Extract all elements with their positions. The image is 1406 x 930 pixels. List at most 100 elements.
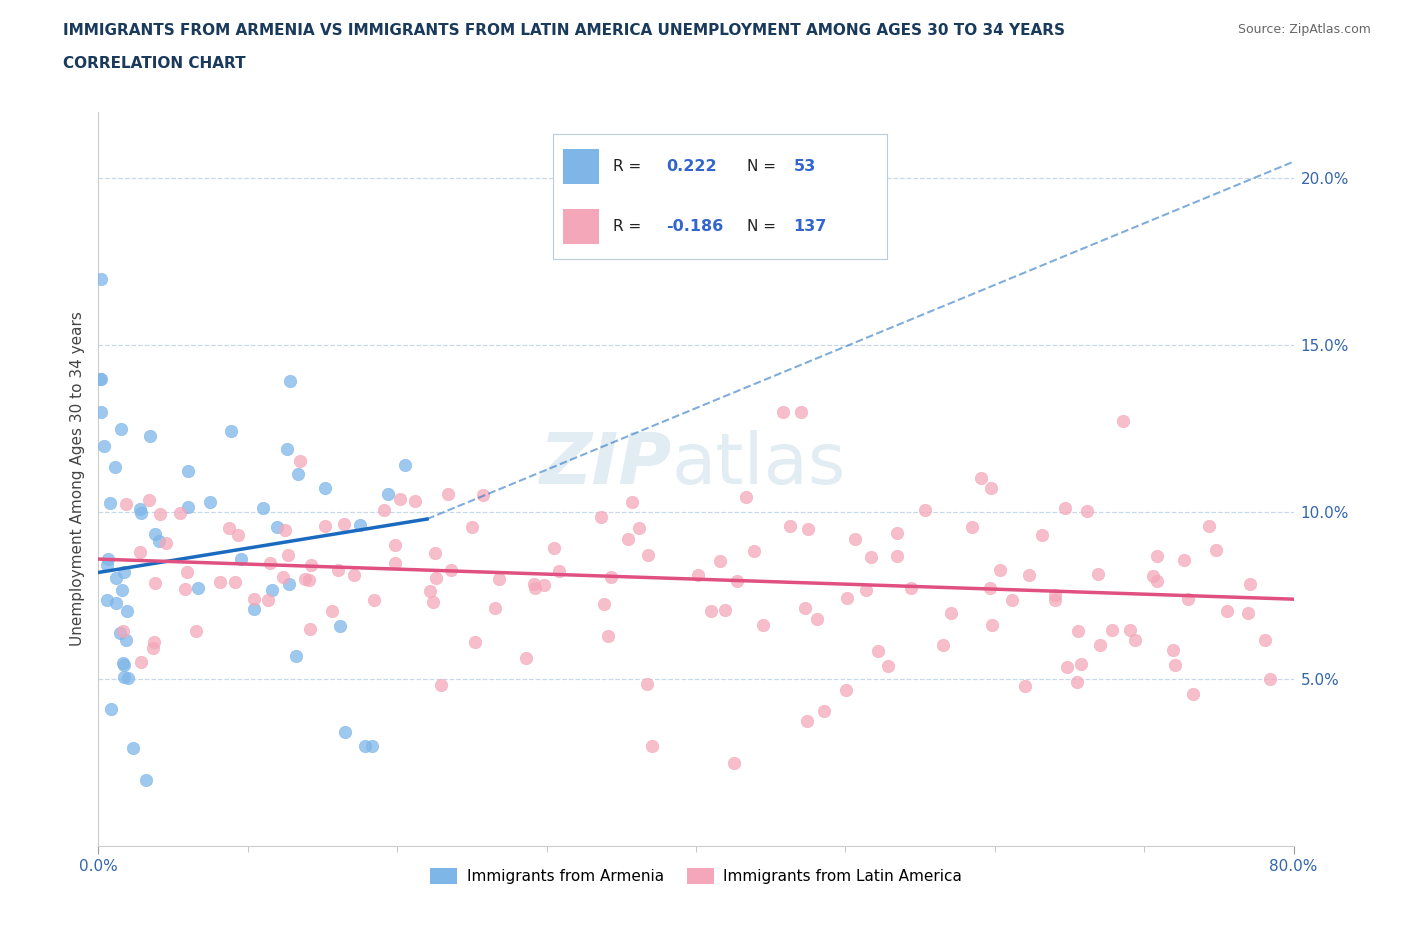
Point bbox=[855, 583, 877, 598]
Point bbox=[859, 550, 882, 565]
Point bbox=[523, 580, 546, 595]
Point bbox=[1146, 549, 1168, 564]
Point bbox=[176, 565, 198, 580]
Point bbox=[186, 623, 208, 638]
Point bbox=[484, 601, 506, 616]
Point bbox=[600, 570, 623, 585]
Point bbox=[219, 423, 242, 438]
Point bbox=[108, 625, 131, 640]
Point bbox=[1076, 504, 1098, 519]
Point bbox=[314, 518, 336, 533]
Point bbox=[278, 374, 301, 389]
Point bbox=[169, 506, 191, 521]
Point bbox=[105, 595, 128, 610]
Point bbox=[981, 618, 1004, 632]
Point bbox=[1236, 605, 1258, 620]
Point bbox=[425, 546, 447, 561]
Point bbox=[790, 405, 813, 419]
Point bbox=[1031, 527, 1053, 542]
Point bbox=[437, 486, 460, 501]
Point bbox=[422, 594, 444, 609]
Point bbox=[1088, 637, 1111, 652]
Point bbox=[439, 563, 461, 578]
Point bbox=[1001, 592, 1024, 607]
Point bbox=[543, 540, 565, 555]
Point bbox=[1111, 414, 1133, 429]
Point bbox=[1054, 500, 1077, 515]
Point bbox=[111, 582, 134, 597]
Point bbox=[209, 575, 232, 590]
Point bbox=[914, 502, 936, 517]
Point bbox=[1043, 588, 1066, 603]
Point bbox=[1043, 592, 1066, 607]
Point bbox=[636, 676, 658, 691]
Point bbox=[329, 618, 352, 633]
Point bbox=[174, 581, 197, 596]
Point bbox=[723, 755, 745, 770]
Point bbox=[332, 517, 354, 532]
Point bbox=[425, 571, 447, 586]
Point bbox=[471, 487, 494, 502]
Point bbox=[271, 569, 294, 584]
Point bbox=[129, 506, 152, 521]
Point bbox=[1014, 678, 1036, 693]
Point bbox=[98, 496, 121, 511]
Point bbox=[117, 671, 139, 685]
Point bbox=[298, 572, 321, 587]
Point bbox=[111, 656, 134, 671]
Point bbox=[321, 604, 343, 618]
Point bbox=[620, 495, 643, 510]
Point bbox=[523, 577, 546, 591]
Point bbox=[96, 592, 118, 607]
Point bbox=[96, 558, 118, 573]
Point bbox=[1254, 632, 1277, 647]
Point bbox=[229, 551, 252, 566]
Point bbox=[794, 601, 817, 616]
Point bbox=[1198, 519, 1220, 534]
Point bbox=[1070, 657, 1092, 671]
Point bbox=[112, 669, 135, 684]
Point bbox=[796, 714, 818, 729]
Point bbox=[641, 738, 664, 753]
Point bbox=[1215, 604, 1237, 618]
Y-axis label: Unemployment Among Ages 30 to 34 years: Unemployment Among Ages 30 to 34 years bbox=[69, 312, 84, 646]
Point bbox=[1161, 643, 1184, 658]
Point bbox=[772, 405, 794, 419]
Point bbox=[266, 519, 288, 534]
Point bbox=[243, 602, 266, 617]
Point bbox=[886, 549, 908, 564]
Text: Source: ZipAtlas.com: Source: ZipAtlas.com bbox=[1237, 23, 1371, 36]
Point bbox=[886, 525, 908, 540]
Point bbox=[1119, 623, 1142, 638]
Point bbox=[725, 574, 748, 589]
Point bbox=[90, 405, 112, 419]
Point bbox=[349, 517, 371, 532]
Point bbox=[686, 568, 709, 583]
Point bbox=[488, 572, 510, 587]
Point bbox=[138, 492, 160, 507]
Point bbox=[112, 565, 135, 579]
Point bbox=[252, 500, 274, 515]
Point bbox=[384, 556, 406, 571]
Point bbox=[1205, 542, 1227, 557]
Point bbox=[288, 454, 311, 469]
Point bbox=[226, 527, 249, 542]
Point bbox=[1087, 566, 1109, 581]
Text: ZIP: ZIP bbox=[540, 430, 672, 498]
Point bbox=[139, 429, 162, 444]
Point bbox=[742, 544, 765, 559]
Point bbox=[148, 506, 170, 521]
Point bbox=[598, 629, 620, 644]
Point bbox=[980, 481, 1002, 496]
Point bbox=[224, 574, 246, 589]
Point bbox=[294, 572, 316, 587]
Point bbox=[115, 632, 138, 647]
Point bbox=[155, 536, 177, 551]
Point bbox=[104, 570, 127, 585]
Point bbox=[877, 658, 900, 673]
Point bbox=[277, 547, 299, 562]
Point bbox=[1177, 591, 1199, 606]
Point bbox=[844, 531, 866, 546]
Point bbox=[278, 577, 301, 591]
Point bbox=[128, 502, 150, 517]
